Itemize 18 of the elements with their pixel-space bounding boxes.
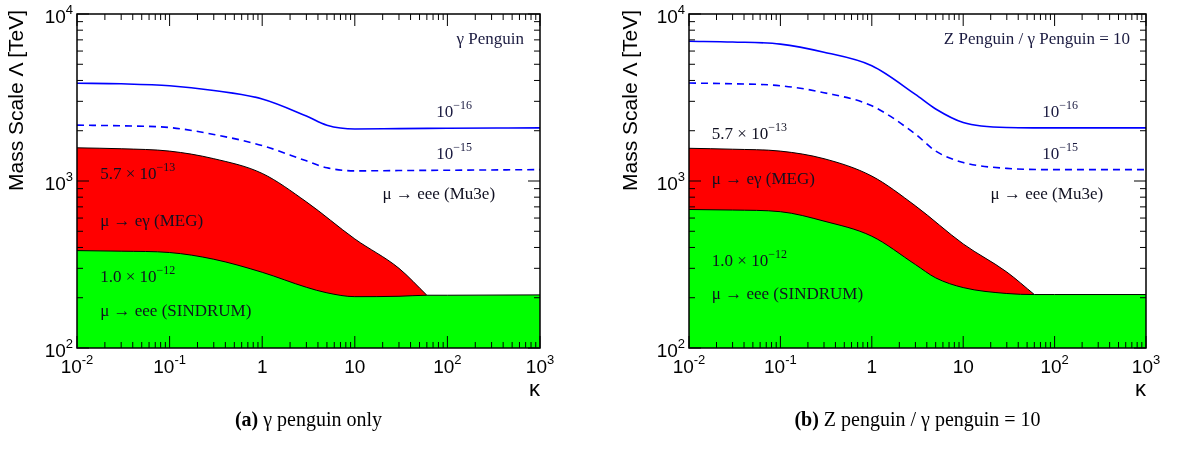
x-tick-label: 10 — [344, 356, 366, 378]
annotation: μ → eγ (MEG) — [100, 210, 204, 230]
x-axis-title: κ — [1135, 376, 1147, 402]
annotation: μ → eee (SINDRUM) — [711, 284, 864, 304]
text: Z Penguin / γ Penguin = 10 — [943, 29, 1130, 49]
text: (a) γ penguin only — [233, 408, 384, 431]
x-tick-label: 1 — [866, 356, 878, 378]
text: γ Penguin — [455, 29, 525, 49]
y-axis-title: Mass Scale Λ [TeV] — [4, 10, 27, 191]
x-tick-label: 10 — [952, 356, 974, 378]
annotation: μ → eee (SINDRUM) — [100, 300, 252, 320]
annotation: μ → eγ (MEG) — [711, 168, 815, 188]
x-tick-label: 1 — [256, 356, 268, 378]
y-axis-title: Mass Scale Λ [TeV] — [618, 10, 641, 191]
annotation: μ → eee (Mu3e) — [990, 183, 1104, 203]
text: (b) Z penguin / γ penguin = 10 — [793, 408, 1042, 431]
annotation: μ → eee (Mu3e) — [382, 183, 496, 203]
x-axis-title: κ — [529, 376, 541, 402]
